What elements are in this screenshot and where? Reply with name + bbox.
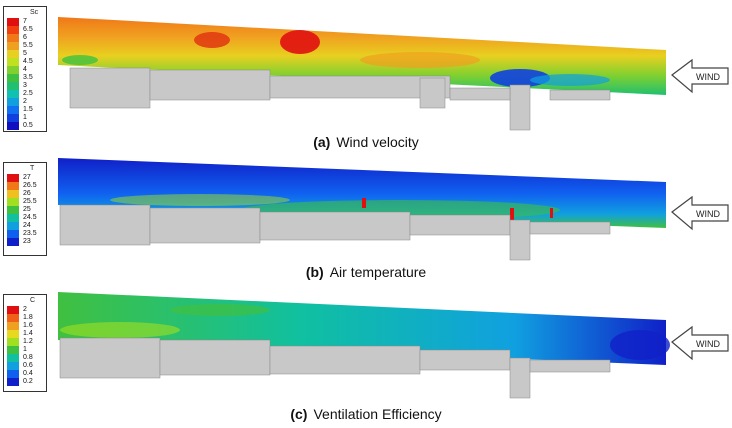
legend-label: 6.5 — [23, 26, 33, 33]
wind-label: WIND — [696, 339, 720, 349]
legend-label: 7 — [23, 18, 27, 25]
legend-label: 4 — [23, 66, 27, 73]
legend-label: 24.5 — [23, 214, 37, 221]
legend-swatch — [7, 370, 19, 378]
legend-label: 1.5 — [23, 106, 33, 113]
legend-label: 0.4 — [23, 370, 33, 377]
legend-label: 3 — [23, 82, 27, 89]
panel-air-temperature: T 27 26.5 26 25.5 25 24.5 24 23.5 23 W — [0, 150, 732, 290]
legend-label: 5.5 — [23, 42, 33, 49]
legend-swatch — [7, 330, 19, 338]
cfd-slice-wind-velocity: WIND — [58, 17, 729, 131]
wind-arrow: WIND — [671, 195, 729, 231]
legend-label: 4.5 — [23, 58, 33, 65]
legend-wind-velocity: Sc 7 6.5 6 5.5 5 4.5 4 3.5 3 2.5 2 1.5 1 0.5 — [3, 6, 47, 132]
legend-label: 0.2 — [23, 378, 33, 385]
legend-swatch — [7, 354, 19, 362]
legend-swatch — [7, 190, 19, 198]
legend-swatch — [7, 182, 19, 190]
panel-ventilation-efficiency: C 2 1.8 1.6 1.4 1.2 1 0.8 0.6 0.4 0.2 WIND — [0, 290, 732, 428]
legend-label: 1 — [23, 346, 27, 353]
legend-swatch — [7, 42, 19, 50]
caption-ventilation-efficiency: (c) Ventilation Efficiency — [290, 406, 442, 422]
legend-swatch — [7, 346, 19, 354]
legend-title: Sc — [30, 9, 39, 16]
legend-label: 1.2 — [23, 338, 33, 345]
legend-swatch — [7, 50, 19, 58]
legend-label: 26 — [23, 190, 31, 197]
legend-swatch — [7, 18, 19, 26]
legend-label: 23.5 — [23, 230, 37, 237]
caption-wind-velocity: (a) Wind velocity — [313, 134, 419, 150]
legend-label: 0.6 — [23, 362, 33, 369]
caption-air-temperature: (b) Air temperature — [305, 264, 427, 280]
legend-swatch — [7, 338, 19, 346]
legend-swatch — [7, 206, 19, 214]
legend-label: 23 — [23, 238, 31, 245]
legend-swatch — [7, 306, 19, 314]
legend-label: 2.5 — [23, 90, 33, 97]
wind-arrow: WIND — [671, 325, 729, 361]
legend-label: 26.5 — [23, 182, 37, 189]
legend-title: T — [30, 165, 35, 172]
wind-label: WIND — [696, 209, 720, 219]
legend-swatch — [7, 26, 19, 34]
legend-swatch — [7, 214, 19, 222]
panel-wind-velocity: Sc 7 6.5 6 5.5 5 4.5 4 3.5 3 2.5 2 1.5 1 0.5 — [0, 0, 732, 150]
legend-swatch — [7, 362, 19, 370]
legend-swatch — [7, 122, 19, 130]
wind-label: WIND — [696, 72, 720, 82]
legend-air-temperature: T 27 26.5 26 25.5 25 24.5 24 23.5 23 — [3, 162, 47, 256]
buildings — [69, 67, 611, 131]
legend-swatch — [7, 90, 19, 98]
legend-swatch — [7, 322, 19, 330]
legend-label: 27 — [23, 174, 31, 181]
buildings — [59, 204, 611, 261]
wind-arrow: WIND — [671, 58, 729, 94]
legend-swatch — [7, 114, 19, 122]
legend-swatch — [7, 82, 19, 90]
legend-swatch — [7, 238, 19, 246]
legend-label: 6 — [23, 34, 27, 41]
legend-label: 25.5 — [23, 198, 37, 205]
legend-swatch — [7, 66, 19, 74]
legend-swatch — [7, 314, 19, 322]
legend-label: 3.5 — [23, 74, 33, 81]
cfd-slice-air-temperature: WIND — [58, 158, 729, 261]
legend-label: 1 — [23, 114, 27, 121]
legend-label: 1.6 — [23, 322, 33, 329]
legend-label: 1.8 — [23, 314, 33, 321]
legend-label: 0.5 — [23, 122, 33, 129]
legend-swatch — [7, 74, 19, 82]
legend-label: 2 — [23, 98, 27, 105]
legend-swatch — [7, 58, 19, 66]
legend-ventilation-efficiency: C 2 1.8 1.6 1.4 1.2 1 0.8 0.6 0.4 0.2 — [3, 294, 47, 392]
legend-label: 0.8 — [23, 354, 33, 361]
legend-label: 1.4 — [23, 330, 33, 337]
legend-swatch — [7, 198, 19, 206]
legend-swatch — [7, 174, 19, 182]
legend-swatch — [7, 34, 19, 42]
buildings — [59, 337, 611, 399]
legend-label: 24 — [23, 222, 31, 229]
legend-label: 25 — [23, 206, 31, 213]
legend-label: 2 — [23, 306, 27, 313]
legend-swatch — [7, 98, 19, 106]
legend-swatch — [7, 222, 19, 230]
legend-swatch — [7, 230, 19, 238]
legend-title: C — [30, 297, 36, 304]
legend-swatch — [7, 378, 19, 386]
legend-label: 5 — [23, 50, 27, 57]
cfd-slice-ventilation-efficiency: WIND — [58, 292, 729, 399]
legend-swatch — [7, 106, 19, 114]
